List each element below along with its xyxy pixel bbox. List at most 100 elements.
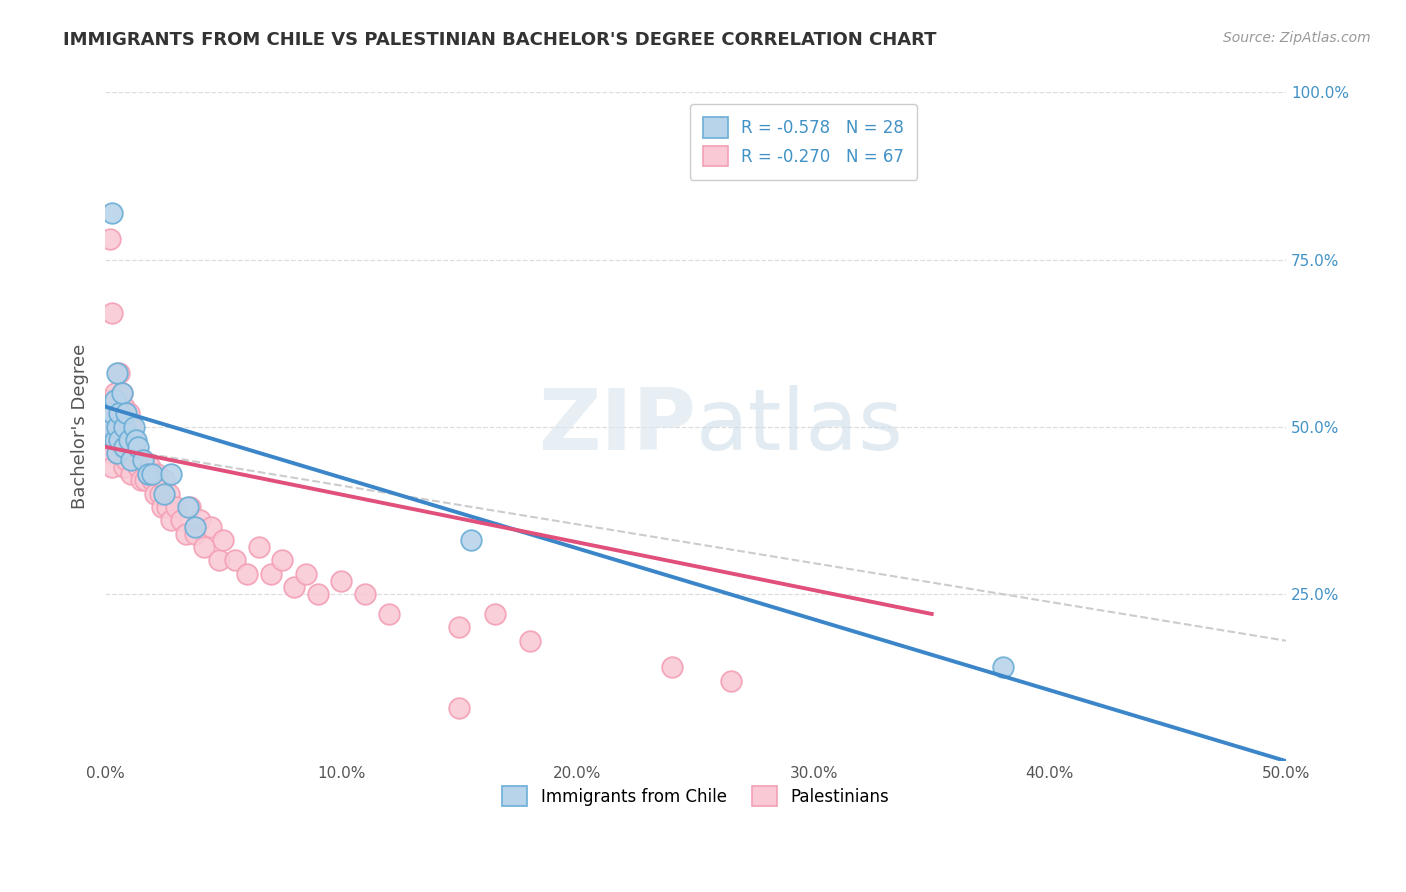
Point xyxy=(127,459,149,474)
Point xyxy=(143,486,166,500)
Point xyxy=(247,540,270,554)
Point xyxy=(108,366,131,380)
Y-axis label: Bachelor's Degree: Bachelor's Degree xyxy=(72,344,89,509)
Point xyxy=(449,700,471,714)
Point xyxy=(377,607,399,621)
Point xyxy=(112,419,135,434)
Point xyxy=(177,500,200,514)
Point xyxy=(115,453,138,467)
Point xyxy=(105,446,128,460)
Point xyxy=(991,660,1014,674)
Point xyxy=(97,433,120,447)
Point xyxy=(111,386,134,401)
Point xyxy=(125,433,148,447)
Point xyxy=(141,473,163,487)
Point xyxy=(330,574,353,588)
Point xyxy=(127,440,149,454)
Point xyxy=(148,486,170,500)
Point xyxy=(146,467,169,481)
Point xyxy=(661,660,683,674)
Point xyxy=(98,419,121,434)
Point xyxy=(160,513,183,527)
Point xyxy=(136,467,159,481)
Point xyxy=(165,500,187,514)
Text: IMMIGRANTS FROM CHILE VS PALESTINIAN BACHELOR'S DEGREE CORRELATION CHART: IMMIGRANTS FROM CHILE VS PALESTINIAN BAC… xyxy=(63,31,936,49)
Point xyxy=(720,673,742,688)
Point xyxy=(139,459,162,474)
Point xyxy=(153,473,176,487)
Point xyxy=(132,453,155,467)
Point xyxy=(105,406,128,420)
Point xyxy=(212,533,235,548)
Point xyxy=(484,607,506,621)
Point xyxy=(101,406,124,420)
Point xyxy=(259,566,281,581)
Point xyxy=(156,500,179,514)
Point xyxy=(207,553,229,567)
Point xyxy=(170,513,193,527)
Point xyxy=(111,386,134,401)
Point xyxy=(134,473,156,487)
Point xyxy=(354,587,377,601)
Point xyxy=(101,306,124,320)
Point xyxy=(101,419,124,434)
Point xyxy=(104,433,127,447)
Point xyxy=(125,446,148,460)
Point xyxy=(200,520,222,534)
Point xyxy=(118,406,141,420)
Point xyxy=(98,232,121,246)
Point xyxy=(105,446,128,460)
Point xyxy=(118,446,141,460)
Point xyxy=(101,205,124,219)
Point xyxy=(115,406,138,420)
Point xyxy=(108,406,131,420)
Point xyxy=(98,392,121,407)
Text: Source: ZipAtlas.com: Source: ZipAtlas.com xyxy=(1223,31,1371,45)
Point xyxy=(283,580,305,594)
Text: atlas: atlas xyxy=(696,385,904,468)
Point xyxy=(449,620,471,634)
Point xyxy=(153,486,176,500)
Point xyxy=(120,467,142,481)
Point xyxy=(112,459,135,474)
Point xyxy=(112,400,135,414)
Point xyxy=(295,566,318,581)
Point xyxy=(184,526,207,541)
Point xyxy=(150,500,173,514)
Point xyxy=(105,366,128,380)
Point xyxy=(193,540,215,554)
Point xyxy=(101,459,124,474)
Point xyxy=(104,433,127,447)
Point xyxy=(188,513,211,527)
Point xyxy=(108,433,131,447)
Point xyxy=(160,467,183,481)
Legend: Immigrants from Chile, Palestinians: Immigrants from Chile, Palestinians xyxy=(496,780,896,813)
Point xyxy=(174,526,197,541)
Point xyxy=(108,419,131,434)
Point xyxy=(112,440,135,454)
Point xyxy=(98,446,121,460)
Point xyxy=(307,587,329,601)
Point xyxy=(271,553,294,567)
Point xyxy=(179,500,201,514)
Point xyxy=(122,433,145,447)
Point xyxy=(460,533,482,548)
Point xyxy=(519,633,541,648)
Point xyxy=(224,553,246,567)
Point xyxy=(111,433,134,447)
Point xyxy=(184,520,207,534)
Point xyxy=(129,473,152,487)
Point xyxy=(118,433,141,447)
Point xyxy=(115,419,138,434)
Point xyxy=(104,392,127,407)
Point xyxy=(136,467,159,481)
Point xyxy=(157,486,180,500)
Point xyxy=(120,453,142,467)
Point xyxy=(141,467,163,481)
Point xyxy=(122,419,145,434)
Text: ZIP: ZIP xyxy=(538,385,696,468)
Point xyxy=(236,566,259,581)
Point xyxy=(120,419,142,434)
Point xyxy=(132,453,155,467)
Point xyxy=(104,386,127,401)
